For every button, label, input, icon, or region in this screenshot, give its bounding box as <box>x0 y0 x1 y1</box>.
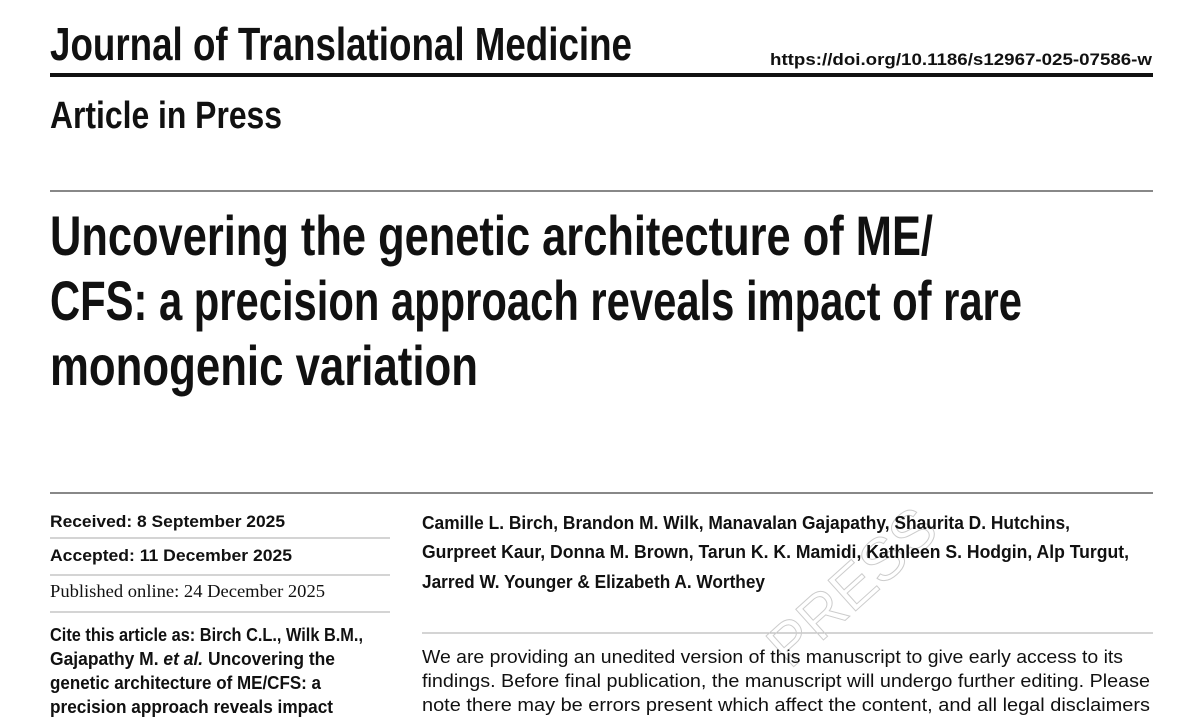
cite-part: et al. <box>163 649 203 669</box>
doi: https://doi.org/10.1186/s12967-025-07586… <box>770 50 1153 69</box>
article-title: CFS: a precision approach reveals impact… <box>50 269 1022 332</box>
cite-line: precision approach reveals impact <box>50 697 333 717</box>
cite-line: Gajapathy M. et al. Uncovering the <box>50 649 335 669</box>
received: Received: 8 September 2025 <box>50 512 285 531</box>
article-title: Uncovering the genetic architecture of M… <box>50 204 933 267</box>
notice-line: note there may be errors present which a… <box>422 695 1150 715</box>
published: Published online: 24 December 2025 <box>50 581 325 601</box>
cite-line: Cite this article as: Birch C.L., Wilk B… <box>50 625 363 645</box>
cite-part: Uncovering the <box>203 649 335 669</box>
accepted: Accepted: 11 December 2025 <box>50 546 292 565</box>
author-line: Camille L. Birch, Brandon M. Wilk, Manav… <box>422 513 1070 533</box>
notice-line: We are providing an unedited version of … <box>422 647 1123 667</box>
author-line: Jarred W. Younger & Elizabeth A. Worthey <box>422 572 765 592</box>
notice-line: findings. Before final publication, the … <box>422 671 1150 691</box>
journal-title: Journal of Translational Medicine <box>50 18 632 70</box>
status: Article in Press <box>50 95 282 137</box>
cite-line: genetic architecture of ME/CFS: a <box>50 673 322 693</box>
cite-part: Gajapathy M. <box>50 649 163 669</box>
article-title: monogenic variation <box>50 334 478 397</box>
author-line: Gurpreet Kaur, Donna M. Brown, Tarun K. … <box>422 542 1129 562</box>
